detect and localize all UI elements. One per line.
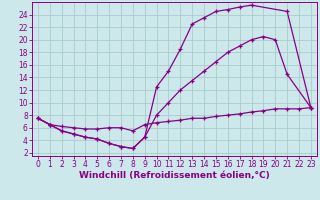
X-axis label: Windchill (Refroidissement éolien,°C): Windchill (Refroidissement éolien,°C) <box>79 171 270 180</box>
